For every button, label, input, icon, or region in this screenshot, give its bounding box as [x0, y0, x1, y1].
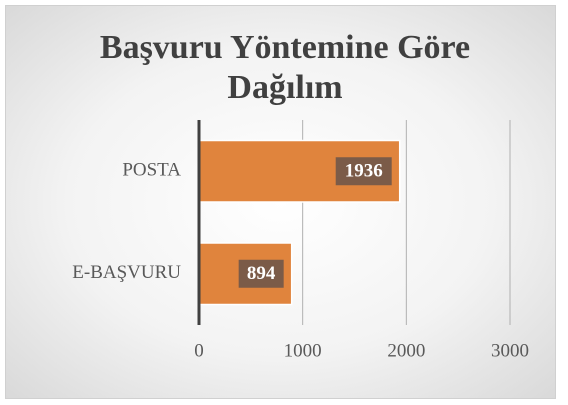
y-tick-label: E-BAŞVURU	[72, 262, 181, 283]
x-tick-label: 3000	[491, 340, 529, 361]
data-label-box	[335, 157, 392, 186]
x-tick-label: 2000	[387, 340, 425, 361]
x-tick-label: 1000	[284, 340, 322, 361]
y-tick-label: POSTA	[122, 160, 181, 181]
data-label: 894	[247, 263, 276, 284]
x-tick-label: 0	[194, 340, 204, 361]
chart-title: Başvuru Yöntemine Göre Dağılım	[99, 29, 471, 106]
data-label-box	[238, 259, 284, 288]
data-label: 1936	[345, 161, 383, 182]
